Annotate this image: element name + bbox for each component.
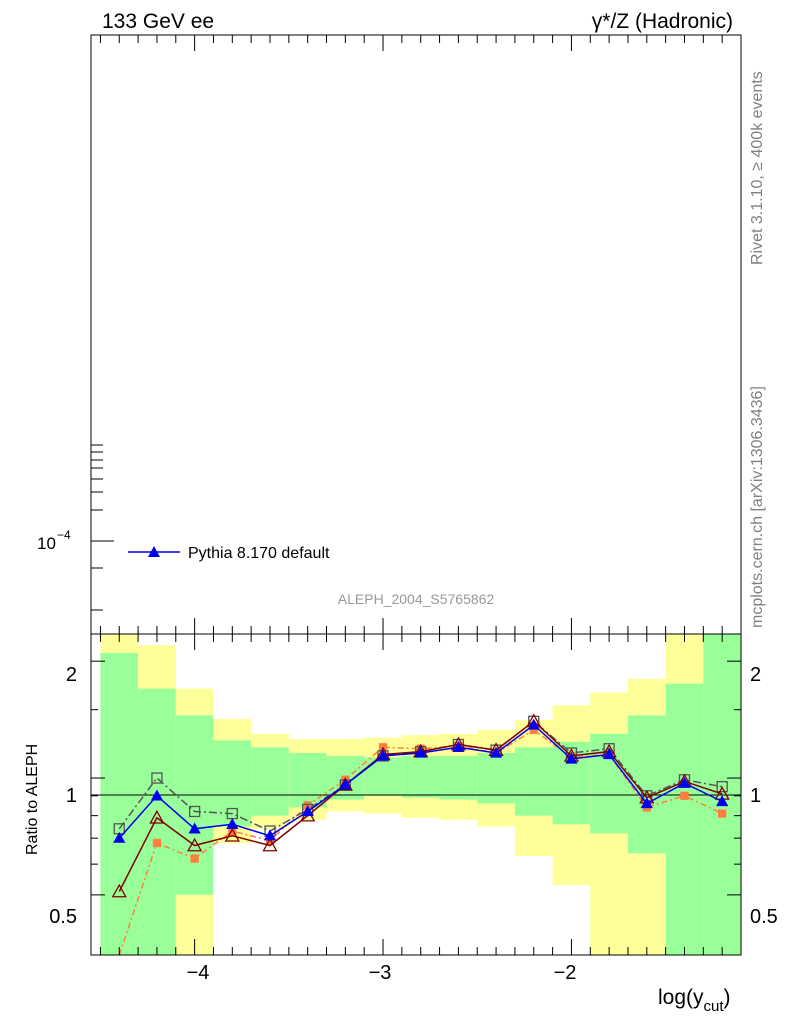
series-line-gray-open-square [118,720,723,832]
x-axis-label-main: log(y [658,986,704,1009]
inner-band-bin-11 [514,747,553,816]
marker-blue-triangle [339,778,352,790]
inner-band-bin-0 [100,652,139,955]
marker-blue-triangle [678,776,691,788]
marker-blue-triangle [565,752,578,764]
marker-blue-triangle [414,746,427,758]
ratio-ytick-right-2: 2 [750,664,761,686]
marker-blue-triangle [489,746,503,758]
mcplots-side-label: mcplots.cern.ch [arXiv:1306.3436] [749,386,766,628]
inner-band-bin-15 [665,683,704,955]
marker-blue-triangle [603,748,616,760]
ratio-ytick-label-05: 0.5 [49,906,77,928]
marker-blue-triangle [640,797,653,809]
marker-orange-square [152,838,162,848]
marker-blue-triangle [376,749,390,761]
inner-band-bin-9 [439,755,478,800]
x-tick-label-minus4: −4 [187,962,210,984]
ratio-y-axis-label: Ratio to ALEPH [24,744,41,855]
marker-blue-triangle [452,740,465,752]
header-left-title: 133 GeV ee [102,10,214,33]
inner-band-bin-8 [401,755,440,798]
marker-blue-triangle [226,817,239,829]
marker-darkred-open-triangle [337,777,353,791]
rivet-side-label: Rivet 3.1.10, ≥ 400k events [749,71,766,265]
marker-darkred-open-triangle [111,883,127,898]
ratio-ytick-right-05: 0.5 [750,906,778,928]
inner-band-bin-2 [175,715,214,895]
legend: Pythia 8.170 default [128,545,330,562]
marker-gray-open-square [151,772,163,784]
marker-orange-square [190,854,199,863]
main-y-tick-exponent: −4 [57,528,71,542]
ratio-ytick-label-1: 1 [66,785,77,807]
marker-darkred-open-triangle [224,827,240,842]
x-tick-label-minus3: −3 [369,962,392,984]
marker-darkred-open-triangle [149,809,165,824]
ratio-ytick-label-2: 2 [66,664,77,686]
inner-band-bin-3 [213,740,252,827]
marker-orange-square [718,809,727,818]
marker-gray-open-square [716,781,728,793]
marker-blue-triangle [263,829,277,841]
marker-blue-triangle [150,789,164,801]
inner-band-bin-1 [138,688,176,955]
ratio-ytick-right-1: 1 [750,785,761,807]
marker-blue-triangle [527,718,540,730]
ratio-series [111,713,730,956]
marker-blue-triangle [113,831,126,843]
legend-label: Pythia 8.170 default [188,545,330,562]
main-panel-y-ticks [91,444,114,611]
ratio-panel-frame [90,633,742,956]
x-tick-label-minus2: −2 [554,962,577,984]
main-y-tick-label: 10 [37,534,56,553]
inner-band-bin-10 [477,753,515,804]
x-axis-label: log(ycut) [658,986,731,1015]
ratio-panel-ticks [91,35,741,955]
inner-band-bin-7 [364,757,402,796]
marker-blue-triangle [301,805,314,817]
marker-darkred-open-triangle [187,837,203,852]
marker-orange-square [680,791,689,800]
marker-gray-open-square [188,805,201,818]
inner-band-bin-5 [288,753,327,808]
marker-darkred-open-triangle [262,837,278,852]
legend-triangle-marker [148,546,160,557]
marker-blue-triangle [716,795,729,807]
analysis-label: ALEPH_2004_S5765862 [338,591,495,607]
inner-band-bin-14 [627,715,666,854]
x-axis-label-sub: cut [704,998,725,1015]
inner-band-bin-4 [251,747,289,816]
header-right-title: γ*/Z (Hadronic) [592,10,733,33]
marker-blue-triangle [188,822,201,834]
x-axis-label-close: ) [724,986,731,1009]
